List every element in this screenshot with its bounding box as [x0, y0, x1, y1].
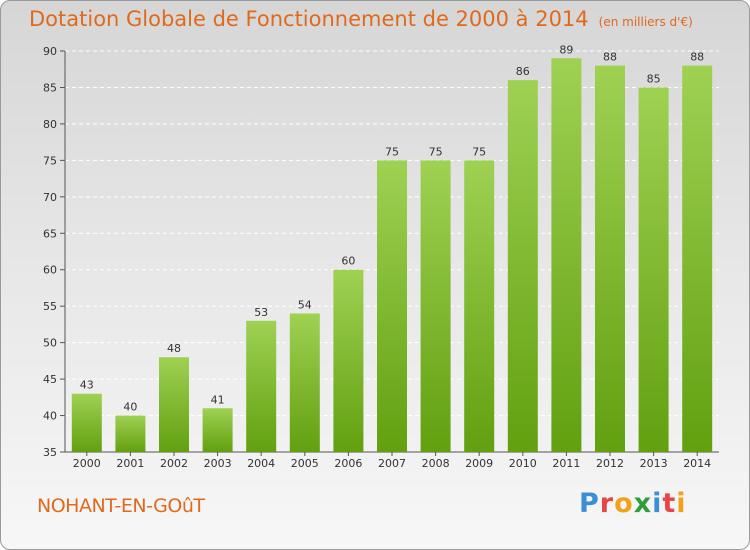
y-tick-label: 55 [43, 300, 57, 313]
bar [464, 160, 495, 452]
proxiti-logo[interactable]: Proxiti [579, 488, 687, 519]
x-tick-label: 2006 [334, 457, 362, 470]
x-tick-label: 2003 [204, 457, 232, 470]
y-tick-label: 65 [43, 227, 57, 240]
x-tick-label: 2014 [683, 457, 711, 470]
data-label: 89 [559, 43, 573, 56]
x-tick-label: 2004 [247, 457, 275, 470]
data-label: 86 [516, 65, 530, 78]
bar [202, 408, 233, 452]
data-label: 75 [385, 145, 399, 158]
commune-name: NOHANT-EN-GOûT [37, 495, 205, 517]
bar [507, 80, 538, 452]
y-tick-label: 90 [43, 45, 57, 58]
bar [595, 65, 625, 452]
y-tick-label: 40 [43, 410, 57, 423]
y-tick-label: 45 [43, 373, 57, 386]
x-tick-label: 2001 [116, 457, 144, 470]
x-tick-label: 2005 [291, 457, 319, 470]
chart-subtitle: (en milliers d'€) [598, 15, 693, 29]
x-tick-label: 2012 [596, 457, 624, 470]
y-tick-label: 85 [43, 81, 57, 94]
bar [71, 393, 102, 452]
y-tick-label: 50 [43, 337, 57, 350]
bar [377, 160, 407, 452]
bar [420, 160, 451, 452]
x-tick-label: 2011 [552, 457, 580, 470]
bar [246, 320, 277, 452]
data-label: 41 [211, 393, 225, 406]
y-tick-label: 35 [43, 446, 57, 459]
logo-letter: t [662, 488, 677, 519]
data-label: 85 [647, 72, 661, 85]
data-label: 54 [298, 298, 312, 311]
bar [551, 58, 582, 453]
data-label: 40 [123, 401, 137, 414]
x-tick-label: 2013 [640, 457, 668, 470]
title-row: Dotation Globale de Fonctionnement de 20… [29, 7, 693, 31]
data-label: 75 [429, 145, 443, 158]
logo-letter: r [599, 488, 615, 519]
bar [682, 65, 713, 452]
data-label: 43 [80, 379, 94, 392]
axes: 35 40 45 50 55 60 65 70 75 80 85 90 2000 2001 2002 2003… [43, 45, 719, 470]
bar [289, 313, 320, 452]
y-tick-label: 75 [43, 154, 57, 167]
logo-letter: P [579, 488, 600, 519]
logo-letter: i [676, 488, 687, 519]
y-tick-label: 60 [43, 264, 57, 277]
data-label: 88 [690, 51, 704, 64]
bar [115, 415, 146, 452]
data-label: 60 [341, 255, 355, 268]
bar [159, 357, 189, 452]
bar [333, 269, 364, 452]
y-tick-label: 80 [43, 118, 57, 131]
x-tick-label: 2010 [509, 457, 537, 470]
x-tick-label: 2002 [160, 457, 188, 470]
logo-letter: i [652, 488, 663, 519]
logo-letter: x [633, 488, 653, 519]
x-tick-label: 2007 [378, 457, 406, 470]
data-label: 48 [167, 342, 181, 355]
x-tick-label: 2000 [73, 457, 101, 470]
x-tick-label: 2009 [465, 457, 493, 470]
chart-title: Dotation Globale de Fonctionnement de 20… [29, 7, 589, 31]
data-label: 75 [472, 145, 486, 158]
logo-letter: o [614, 488, 634, 519]
y-tick-label: 70 [43, 191, 57, 204]
data-label: 88 [603, 51, 617, 64]
data-labels: 43 40 48 41 53 54 60 75 75 75 86 89 88 85 88 [80, 43, 704, 413]
data-label: 53 [254, 306, 268, 319]
bars [71, 58, 713, 453]
bar [638, 87, 669, 453]
x-tick-label: 2008 [422, 457, 450, 470]
